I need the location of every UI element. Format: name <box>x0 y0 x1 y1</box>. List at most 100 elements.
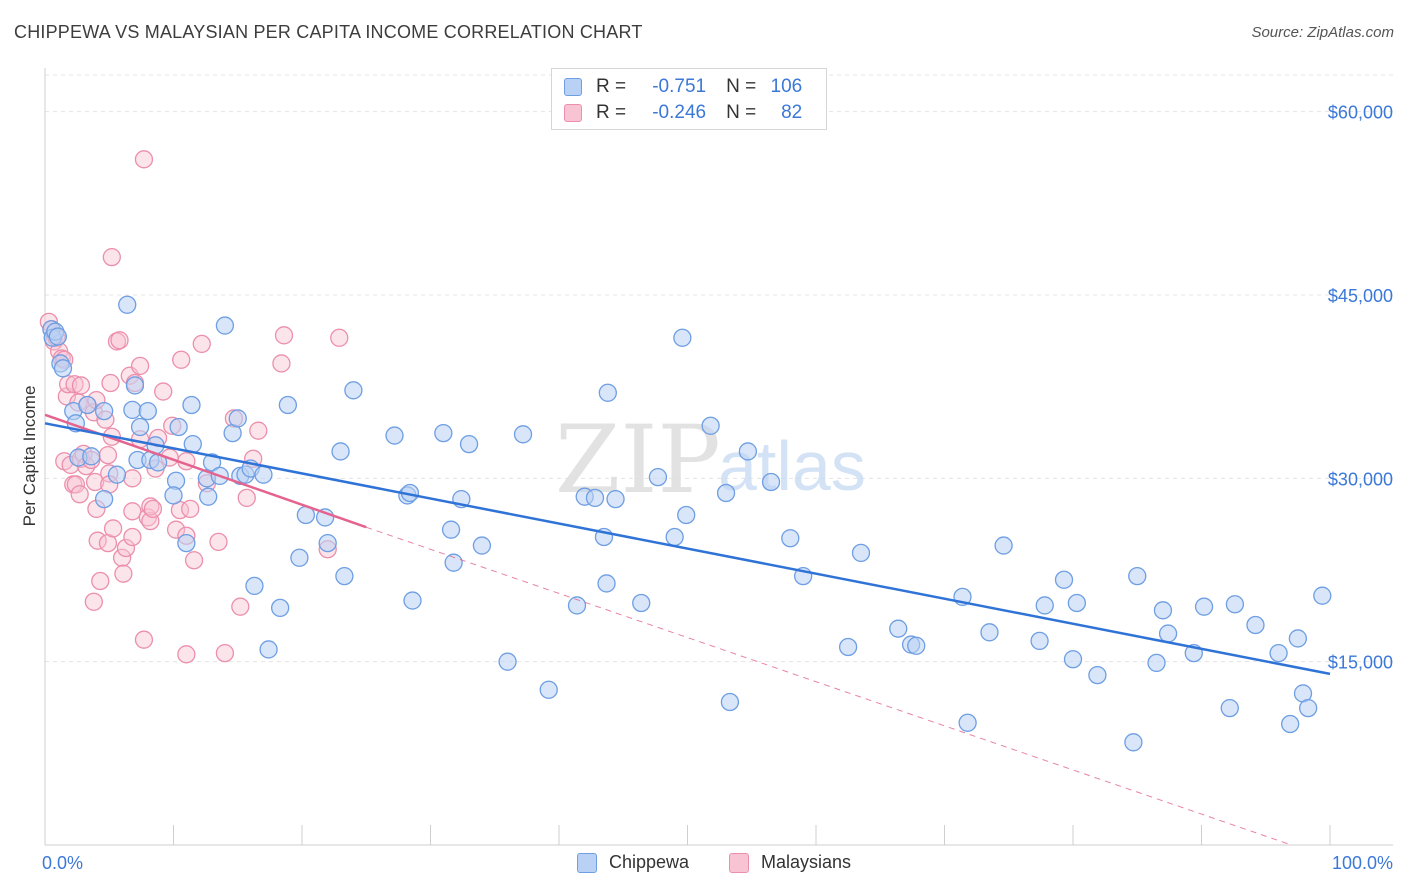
malaysian-point <box>130 356 150 376</box>
malaysian-point <box>84 592 103 611</box>
chippewa-point <box>403 591 422 610</box>
trend-lines <box>44 413 1331 846</box>
chippewa-point <box>130 417 150 437</box>
chippewa-point <box>539 680 558 699</box>
n-label: N = <box>726 76 757 97</box>
chippewa-point <box>1225 595 1245 614</box>
malaysian-point <box>134 150 154 169</box>
malaysian-point <box>123 502 142 521</box>
chippewa-point <box>472 536 492 555</box>
legend-label-chippewa: Chippewa <box>609 852 690 872</box>
source-label: Source: ZipAtlas.com <box>1251 24 1394 41</box>
chippewa-point <box>107 465 127 484</box>
chippewa-point <box>907 636 926 655</box>
malaysian-point <box>192 334 211 354</box>
chippewa-point <box>1194 597 1214 616</box>
chippewa-point <box>1153 601 1173 620</box>
chippewa-point <box>1220 698 1239 718</box>
malaysian-point <box>237 488 256 508</box>
chart-title: CHIPPEWA VS MALAYSIAN PER CAPITA INCOME … <box>14 22 643 42</box>
chippewa-point <box>94 401 114 421</box>
chippewa-point <box>980 623 999 642</box>
chippewa-point <box>1124 733 1143 752</box>
n-label: N = <box>726 102 757 123</box>
chippewa-point <box>1035 596 1054 615</box>
chippewa-trend-line <box>44 422 1331 676</box>
x-tick-label-min: 0.0% <box>42 853 83 873</box>
n-value: 106 <box>770 76 803 97</box>
malaysian-point <box>154 382 173 401</box>
chippewa-point <box>331 442 350 461</box>
malaysian-point <box>177 645 196 664</box>
r-value: -0.751 <box>652 76 707 97</box>
chippewa-point <box>245 576 264 596</box>
y-tick-label: $15,000 <box>1328 653 1393 673</box>
malaysian-point <box>71 376 91 395</box>
chippewa-point <box>254 465 273 484</box>
chippewa-point <box>164 486 183 505</box>
malaysian-point <box>134 630 154 649</box>
malaysians-swatch <box>729 852 749 873</box>
chippewa-point <box>78 395 97 415</box>
chippewa-point <box>567 596 587 615</box>
chippewa-point <box>228 409 247 428</box>
chippewa-point <box>344 381 363 400</box>
chippewa-point <box>1246 615 1265 635</box>
chippewa-point <box>82 447 101 466</box>
malaysian-point <box>103 519 123 538</box>
chippewa-swatch <box>577 852 597 873</box>
chippewa-point <box>1288 629 1308 648</box>
malaysian-point <box>166 520 186 539</box>
chippewa-point <box>53 359 73 378</box>
grid-lines <box>45 74 1393 663</box>
n-value: 82 <box>781 102 803 123</box>
chippewa-point <box>513 425 533 444</box>
malaysians-swatch <box>564 104 582 122</box>
chippewa-point <box>48 327 67 346</box>
chippewa-point <box>202 453 222 472</box>
chippewa-point <box>677 505 696 525</box>
y-tick-label: $60,000 <box>1328 103 1393 123</box>
chippewa-point <box>498 652 517 671</box>
chippewa-point <box>385 426 404 445</box>
legend-row-malaysians: R = -0.246 N = 82 <box>564 100 802 126</box>
chippewa-point <box>335 566 354 586</box>
chippewa-point <box>318 533 337 553</box>
malaysian-point <box>123 527 142 547</box>
chippewa-point <box>459 434 479 454</box>
chippewa-point <box>673 328 692 347</box>
legend-item-malaysians[interactable]: Malaysians <box>729 852 851 873</box>
legend-item-chippewa[interactable]: Chippewa <box>577 852 689 873</box>
chippewa-point <box>1158 624 1178 643</box>
chippewa-point <box>169 417 188 437</box>
malaysian-point <box>114 564 133 583</box>
malaysian-point <box>330 328 349 347</box>
y-axis-label: Per Capita Income <box>20 386 39 527</box>
chippewa-point <box>701 416 720 435</box>
malaysian-point <box>181 499 200 519</box>
chippewa-point <box>1147 653 1166 673</box>
chippewa-point <box>118 295 137 314</box>
malaysian-point <box>249 421 268 440</box>
chippewa-point <box>123 400 142 420</box>
malaysian-point <box>184 551 204 570</box>
chippewa-point <box>444 553 463 572</box>
chippewa-point <box>1269 643 1288 663</box>
malaysian-point <box>215 643 235 663</box>
chippewa-point <box>632 593 651 613</box>
malaysian-point <box>70 485 89 504</box>
chippewa-point <box>441 520 461 539</box>
y-tick-label: $30,000 <box>1328 469 1393 489</box>
chippewa-point <box>182 395 201 415</box>
chippewa-point <box>1281 714 1300 734</box>
chippewa-point <box>434 423 453 443</box>
chippewa-point <box>1088 665 1107 685</box>
chippewa-point <box>1313 586 1332 605</box>
malaysian-point <box>143 499 163 519</box>
chippewa-point <box>1030 631 1049 651</box>
malaysian-point <box>112 548 132 567</box>
chippewa-point <box>994 536 1013 555</box>
malaysian-point <box>101 373 120 393</box>
malaysian-point <box>274 326 294 345</box>
